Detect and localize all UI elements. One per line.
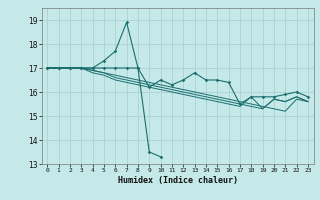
X-axis label: Humidex (Indice chaleur): Humidex (Indice chaleur) xyxy=(118,176,237,185)
